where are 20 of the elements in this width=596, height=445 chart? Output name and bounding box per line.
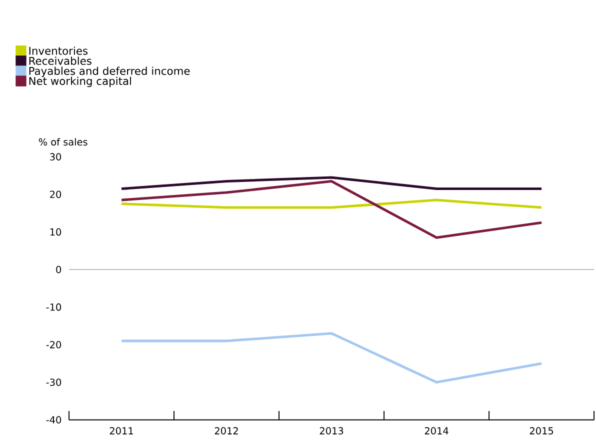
x-tick-label: 2012 bbox=[214, 427, 238, 434]
legend-label: Payables and deferred income bbox=[29, 66, 190, 77]
x-tick-label: 2013 bbox=[320, 427, 344, 434]
y-tick-label: -20 bbox=[46, 340, 62, 348]
y-tick-label: -10 bbox=[46, 303, 62, 311]
x-tick-label: 2011 bbox=[110, 427, 133, 434]
line-series bbox=[120, 332, 543, 384]
y-tick-label: 20 bbox=[50, 190, 62, 198]
line-series bbox=[120, 180, 543, 239]
y-tick-label: 30 bbox=[50, 153, 62, 160]
legend-label: Inventories bbox=[29, 46, 88, 55]
y-axis-title: % of sales bbox=[38, 138, 88, 146]
legend-label: Receivables bbox=[29, 56, 92, 65]
x-tick-label: 2014 bbox=[424, 427, 448, 434]
x-tick-label: 2015 bbox=[530, 427, 554, 434]
y-tick-label: 0 bbox=[56, 266, 62, 274]
legend-label: Net working capital bbox=[29, 76, 132, 87]
y-tick-label: 10 bbox=[50, 228, 62, 236]
y-tick-label: -40 bbox=[46, 416, 62, 424]
y-tick-label: -30 bbox=[46, 378, 62, 386]
